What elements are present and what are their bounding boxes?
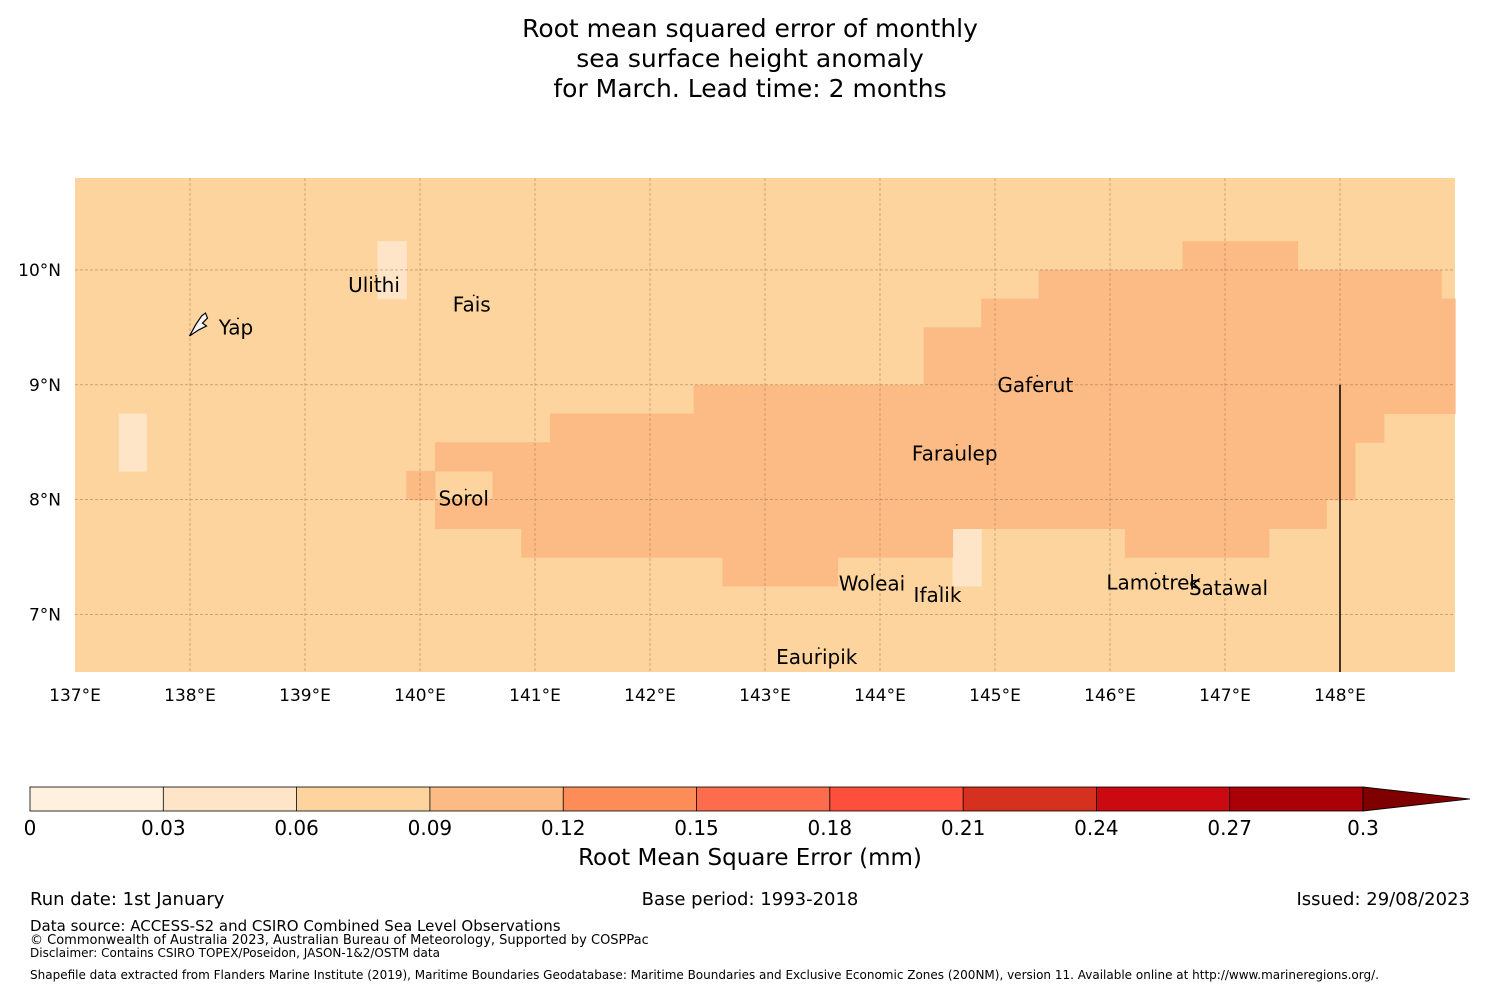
error-cell <box>952 528 982 587</box>
error-cell <box>492 442 1356 501</box>
x-tick-label: 148°E <box>1314 686 1366 706</box>
x-tick-label: 137°E <box>49 686 101 706</box>
x-tick-label: 140°E <box>394 686 446 706</box>
colorbar-label: Root Mean Square Error (mm) <box>578 845 922 871</box>
colorbar-tick-label: 0.03 <box>141 816 186 840</box>
atoll-marker <box>1154 572 1157 575</box>
x-tick-label: 144°E <box>854 686 906 706</box>
title-line-2: sea surface height anomaly <box>576 44 924 73</box>
place-label: Ulithi <box>348 273 400 297</box>
colorbar: 0 0.03 0.06 0.09 0.12 0.15 0.18 0.21 0.24 0.27 0.3 <box>24 786 1471 840</box>
colorbar-segment <box>1096 787 1231 811</box>
colorbar-segment <box>829 787 964 811</box>
x-tick-label: 141°E <box>509 686 561 706</box>
place-label: Fais <box>453 292 491 316</box>
colorbar-segment <box>296 787 431 811</box>
colorbar-segment <box>963 787 1097 811</box>
error-cell <box>1182 241 1299 415</box>
colorbar-segment <box>1229 787 1364 811</box>
colorbar-segment <box>30 787 164 811</box>
colorbar-tick-label: 0.12 <box>541 816 586 840</box>
place-label: Gaferut <box>997 373 1073 397</box>
error-cell <box>406 470 436 501</box>
x-tick-label: 146°E <box>1084 686 1136 706</box>
atoll-marker <box>472 294 475 297</box>
atoll-marker <box>237 317 239 320</box>
place-label: Eauripik <box>776 645 858 669</box>
data-source: Data source: ACCESS-S2 and CSIRO Combine… <box>30 917 561 935</box>
title-line-3: for March. Lead time: 2 months <box>553 74 947 103</box>
base-period: Base period: 1993-2018 <box>641 889 859 910</box>
x-tick-label: 139°E <box>279 686 331 706</box>
x-tick-label: 147°E <box>1199 686 1251 706</box>
error-cell <box>837 528 954 558</box>
colorbar-tick-label: 0.09 <box>408 816 453 840</box>
atoll-marker <box>464 488 467 491</box>
y-tick-label: 8°N <box>29 491 61 511</box>
x-tick-label: 145°E <box>969 686 1021 706</box>
error-cell <box>549 413 1385 443</box>
place-label: Satawal <box>1189 576 1268 600</box>
x-tick-label: 138°E <box>164 686 216 706</box>
error-cell <box>434 442 494 472</box>
error-cell <box>923 327 982 415</box>
axis-ticks: 137°E 138°E 139°E 140°E 141°E 142°E 143°E 144°E… <box>18 261 1366 706</box>
colorbar-extend-arrow <box>1362 786 1471 812</box>
colorbar-tick-label: 0.3 <box>1347 816 1379 840</box>
atoll-marker <box>817 647 820 649</box>
colorbar-tick-label: 0.27 <box>1207 816 1252 840</box>
y-tick-label: 7°N <box>29 606 61 626</box>
atoll-marker <box>1229 578 1232 581</box>
atoll-marker <box>938 585 941 587</box>
atoll-marker <box>375 274 377 277</box>
atoll-marker <box>955 443 958 446</box>
colorbar-tick-label: 0.24 <box>1074 816 1119 840</box>
chart-title: Root mean squared error of monthly sea s… <box>0 14 1500 104</box>
run-date: Run date: 1st January <box>30 889 225 910</box>
yap-island-shape <box>188 312 209 337</box>
colorbar-tick-label: 0 <box>24 816 37 840</box>
error-cell <box>1297 269 1442 415</box>
error-cell <box>434 499 1327 529</box>
x-tick-label: 143°E <box>739 686 791 706</box>
y-tick-label: 10°N <box>18 261 61 281</box>
place-label: Ifalik <box>914 583 962 607</box>
shapefile-credit: Shapefile data extracted from Flanders M… <box>30 968 1379 982</box>
error-cell <box>1441 298 1456 415</box>
y-tick-label: 9°N <box>29 376 61 396</box>
error-cell <box>1038 269 1184 415</box>
error-cell <box>981 298 1040 415</box>
title-line-1: Root mean squared error of monthly <box>522 14 978 43</box>
error-cell <box>1124 528 1270 558</box>
colorbar-segment <box>696 787 831 811</box>
colorbar-tick-label: 0.06 <box>274 816 319 840</box>
error-cell <box>118 413 147 472</box>
issued-date: Issued: 29/08/2023 <box>1296 889 1470 910</box>
atoll-marker <box>1036 374 1039 377</box>
colorbar-tick-label: 0.18 <box>808 816 853 840</box>
place-label: Sorol <box>438 487 489 511</box>
colorbar-tick-label: 0.15 <box>674 816 719 840</box>
atoll-marker <box>873 573 875 576</box>
x-tick-label: 142°E <box>624 686 676 706</box>
colorbar-segment <box>429 787 564 811</box>
place-label: Lamotrek <box>1106 570 1201 594</box>
place-label: Yap <box>218 315 253 339</box>
disclaimer: Disclaimer: Contains CSIRO TOPEX/Poseido… <box>30 946 440 960</box>
error-cell <box>722 528 839 587</box>
graticule <box>75 178 1455 672</box>
place-label: Woleai <box>839 572 906 596</box>
copyright: © Commonwealth of Australia 2023, Austra… <box>30 933 649 948</box>
error-cell <box>693 384 925 415</box>
place-label: Faraulep <box>912 442 998 466</box>
error-cell <box>521 528 724 558</box>
colorbar-segment <box>563 787 697 811</box>
place-labels: Yap Ulithi Fais Gaferut Faraulep Sorol Woleai I… <box>188 273 1268 669</box>
colorbar-segment <box>163 787 298 811</box>
colorbar-tick-label: 0.21 <box>941 816 986 840</box>
